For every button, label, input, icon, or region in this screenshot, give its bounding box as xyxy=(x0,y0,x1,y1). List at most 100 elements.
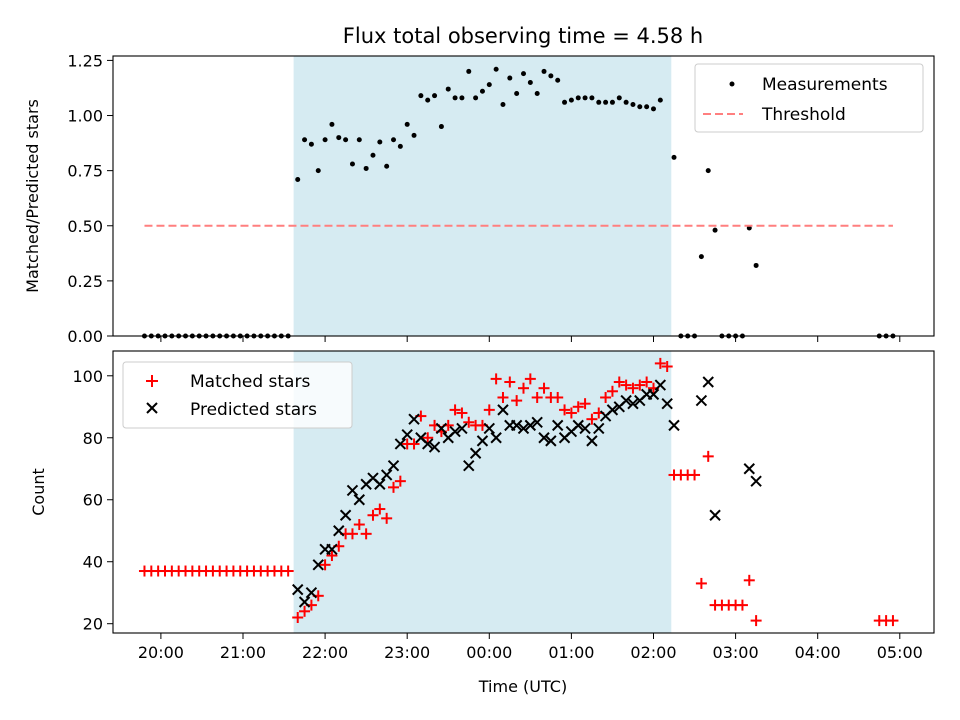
measurement-point xyxy=(548,73,554,79)
legend-threshold-label: Threshold xyxy=(761,105,846,125)
measurement-point xyxy=(363,165,369,171)
measurement-point xyxy=(534,90,540,96)
matched-point xyxy=(326,550,338,562)
matched-point xyxy=(449,404,461,416)
matched-point xyxy=(353,519,365,531)
predicted-point xyxy=(305,587,318,599)
predicted-point-b xyxy=(531,416,543,428)
predicted-point-b xyxy=(449,425,461,438)
predicted-point-b xyxy=(524,419,537,432)
predicted-point xyxy=(380,469,393,481)
predicted-point xyxy=(394,438,407,450)
measurement-point xyxy=(343,137,349,143)
measurement-point xyxy=(562,99,568,105)
y-tick-label: 1.25 xyxy=(67,51,103,70)
predicted-point xyxy=(702,376,714,388)
predicted-point-b xyxy=(456,422,468,435)
predicted-point-b xyxy=(415,432,427,444)
measurement-point xyxy=(315,168,321,174)
matched-point xyxy=(282,565,294,577)
predicted-point-b xyxy=(367,472,379,484)
predicted-point-b xyxy=(435,422,448,435)
legend-predicted-label: Predicted stars xyxy=(190,400,317,420)
x-tick-label: 04:00 xyxy=(795,643,841,662)
measurement-point xyxy=(377,139,383,145)
predicted-point-b xyxy=(579,422,591,435)
bottom-legend-box xyxy=(122,361,353,429)
matched-point xyxy=(887,615,899,627)
measurement-point xyxy=(391,137,397,143)
predicted-point-b xyxy=(517,422,530,435)
bottom-legend: Matched stars Predicted stars xyxy=(122,361,353,429)
predicted-point-b xyxy=(292,583,304,596)
predicted-point-b xyxy=(497,404,509,416)
predicted-point-b xyxy=(606,404,619,416)
measurement-point xyxy=(411,132,417,138)
measurement-point xyxy=(466,68,472,74)
matched-point xyxy=(524,373,536,385)
predicted-point xyxy=(298,596,311,608)
predicted-point-b xyxy=(627,397,639,410)
bottom-ticks: 20 40 60 80 100 20:00 21:00 22:00 23:00 00:00 01:0… xyxy=(72,367,922,662)
y-tick-label: 0.75 xyxy=(67,162,103,181)
measurement-point xyxy=(555,77,561,83)
predicted-point-b xyxy=(305,587,318,599)
measurement-point xyxy=(329,121,335,127)
matched-point xyxy=(606,385,618,397)
predicted-point xyxy=(538,432,550,444)
matched-point xyxy=(374,503,386,515)
y-tick-label: 1.00 xyxy=(67,107,103,126)
measurement-point xyxy=(527,79,533,85)
matched-point xyxy=(511,395,523,407)
predicted-point-b xyxy=(298,596,311,608)
bottom-panel: 20 40 60 80 100 20:00 21:00 22:00 23:00 00:00 01:0… xyxy=(29,350,935,696)
predicted-point-b xyxy=(702,376,714,388)
bottom-xlabel: Time (UTC) xyxy=(478,677,567,696)
matched-point xyxy=(531,391,543,403)
measurement-point xyxy=(514,90,520,96)
measurement-point xyxy=(308,141,314,147)
predicted-point-b xyxy=(346,484,359,497)
predicted-point-b xyxy=(654,379,667,391)
measurement-point xyxy=(575,95,581,101)
predicted-point xyxy=(661,397,673,410)
bottom-axes-frame xyxy=(112,350,935,634)
predicted-point xyxy=(620,394,632,407)
matched-point xyxy=(702,450,714,462)
predicted-point xyxy=(743,463,755,475)
measurement-point xyxy=(541,68,547,74)
measurement-point xyxy=(671,154,677,160)
matched-point xyxy=(490,373,502,385)
predicted-point xyxy=(510,419,523,432)
matched-point xyxy=(579,398,591,410)
y-tick-label: 0.25 xyxy=(67,272,103,291)
predicted-point-b xyxy=(661,397,673,410)
predicted-point-b xyxy=(422,438,434,450)
predicted-point-b xyxy=(463,459,475,472)
predicted-point-b xyxy=(647,388,660,401)
matched-point xyxy=(483,404,495,416)
matched-point xyxy=(319,559,331,571)
y-tick-label: 80 xyxy=(83,429,103,448)
predicted-point xyxy=(463,459,475,472)
matched-point xyxy=(627,382,639,394)
top-legend-box xyxy=(694,63,924,133)
predicted-point xyxy=(428,441,441,453)
matched-point xyxy=(600,391,612,403)
matched-point xyxy=(689,469,701,481)
matched-point xyxy=(695,577,707,589)
measurement-point xyxy=(397,143,403,149)
predicted-point xyxy=(408,413,420,425)
predicted-point xyxy=(586,435,598,447)
bottom-marks xyxy=(138,357,899,627)
x-tick-label: 20:00 xyxy=(138,643,184,662)
predicted-point-b xyxy=(743,463,755,475)
measurement-point xyxy=(473,95,479,101)
x-tick-label: 23:00 xyxy=(384,643,430,662)
predicted-point xyxy=(326,543,338,556)
predicted-point xyxy=(552,419,564,432)
matched-point xyxy=(572,401,584,413)
predicted-point xyxy=(606,404,619,416)
predicted-point xyxy=(545,435,557,447)
predicted-point-b xyxy=(593,422,605,435)
